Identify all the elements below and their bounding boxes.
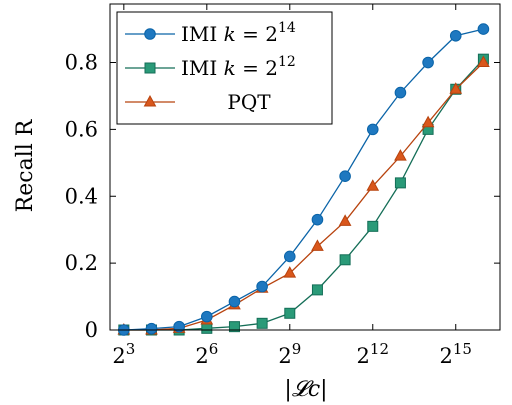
- x-tick-label: 23: [112, 340, 135, 368]
- x-tick-labels: 23 26 29 212 215: [112, 340, 472, 368]
- y-tick-label: 0.2: [65, 251, 98, 275]
- data-point: [339, 170, 351, 182]
- x-tick-label: 215: [440, 340, 472, 368]
- data-point: [366, 179, 380, 191]
- x-tick-label: 212: [357, 340, 389, 368]
- data-point: [394, 177, 406, 189]
- data-point: [339, 254, 351, 266]
- legend: IMI k = 214 IMI k = 212 PQT: [116, 11, 333, 125]
- data-point: [145, 322, 158, 335]
- data-point: [201, 322, 213, 334]
- data-point: [311, 284, 323, 296]
- data-point: [449, 29, 462, 42]
- legend-label: IMI k = 214: [181, 20, 296, 46]
- legend-marker: [144, 62, 156, 74]
- data-point: [256, 317, 268, 329]
- data-point: [477, 55, 490, 68]
- data-point: [394, 86, 407, 99]
- data-point: [283, 250, 296, 263]
- y-axis-label: Recall R: [13, 118, 38, 212]
- data-point: [394, 149, 407, 161]
- y-tick-label: 0.6: [65, 117, 98, 141]
- plot-frame: [109, 3, 501, 331]
- legend-item: IMI k = 214: [125, 20, 296, 46]
- x-axis-label: |𝓛c|: [284, 377, 327, 402]
- data-point: [421, 115, 435, 128]
- data-point: [367, 220, 379, 232]
- data-point: [366, 123, 379, 136]
- legend-label: IMI k = 212: [181, 54, 296, 80]
- data-point: [228, 295, 241, 308]
- y-tick-label: 0: [85, 318, 98, 342]
- data-point: [256, 280, 268, 293]
- data-point: [283, 266, 297, 278]
- data-point: [311, 239, 324, 251]
- legend-item: IMI k = 212: [125, 54, 296, 80]
- data-point: [228, 321, 240, 333]
- data-point: [173, 320, 185, 333]
- legend-item: PQT: [125, 90, 271, 114]
- data-point: [477, 23, 490, 35]
- x-tick-label: 26: [195, 340, 218, 368]
- data-point: [422, 56, 434, 69]
- legend-marker: [143, 94, 157, 107]
- data-point: [338, 214, 352, 226]
- y-tick-label: 0.4: [65, 184, 98, 208]
- x-tick-label: 29: [278, 340, 301, 368]
- data-point: [311, 213, 324, 226]
- legend-label: PQT: [227, 90, 271, 114]
- data-point: [201, 310, 213, 323]
- data-point: [284, 307, 296, 319]
- y-tick-label: 0.8: [65, 51, 98, 75]
- legend-marker: [144, 28, 156, 40]
- data-point: [449, 82, 463, 94]
- y-tick-labels: 0 0.2 0.4 0.6 0.8: [65, 51, 98, 342]
